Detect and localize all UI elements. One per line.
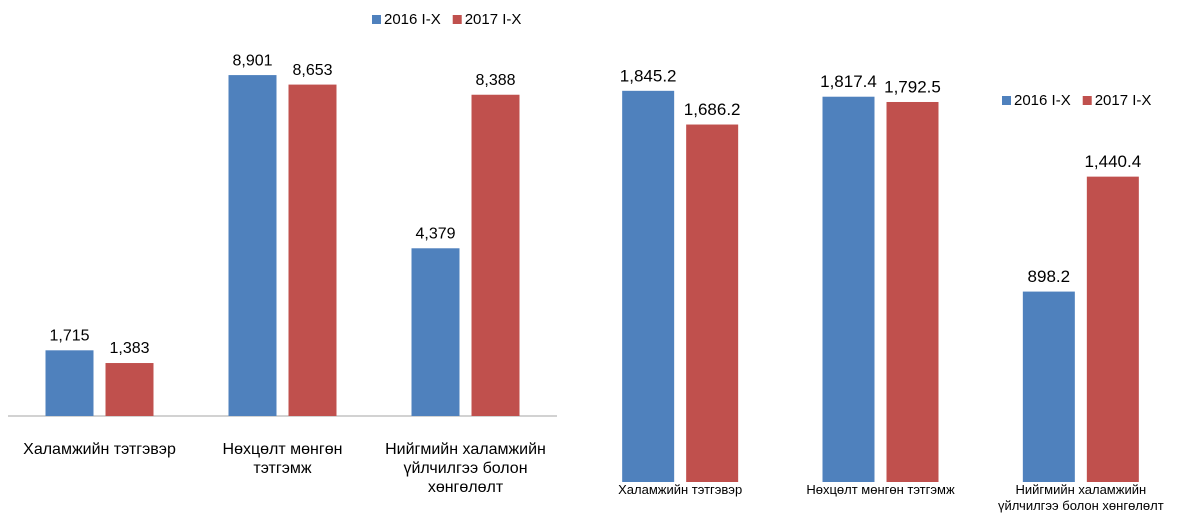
bar xyxy=(45,350,94,416)
value-label: 1,715 xyxy=(49,328,89,345)
bar xyxy=(105,363,154,416)
bar xyxy=(1086,176,1139,482)
x-tick-label: Нийгмийн халамжийн үйлчилгээ болон хөнгө… xyxy=(385,441,546,497)
x-tick-label: Нөхцөлт мөнгөн тэтгэмж xyxy=(222,441,343,478)
bar xyxy=(471,94,520,417)
x-tick-label: Халамжийн тэтгэвэр xyxy=(23,441,176,458)
value-label: 4,379 xyxy=(415,226,455,243)
value-label: 1,792.5 xyxy=(884,77,941,96)
bar xyxy=(622,90,675,482)
value-label: 1,383 xyxy=(109,340,149,357)
value-label: 1,440.4 xyxy=(1084,152,1141,171)
x-tick-label: Нийгмийн халамжийн үйлчилгээ болон хөнгө… xyxy=(997,482,1164,513)
legend-label: 2016 I-X xyxy=(1014,92,1071,109)
legend-label: 2016 I-X xyxy=(384,11,441,28)
legend-swatch xyxy=(1002,96,1011,105)
value-label: 8,901 xyxy=(232,52,272,69)
bar xyxy=(411,248,460,416)
value-label: 8,388 xyxy=(475,72,515,89)
value-label: 1,845.2 xyxy=(620,66,677,85)
legend-label: 2017 I-X xyxy=(1095,92,1152,109)
x-tick-label: Халамжийн тэтгэвэр xyxy=(618,482,743,497)
bar xyxy=(288,84,337,417)
legend-swatch xyxy=(372,15,381,24)
value-label: 1,817.4 xyxy=(820,72,877,91)
value-label: 898.2 xyxy=(1028,267,1071,286)
bar xyxy=(822,96,875,483)
bar xyxy=(686,124,739,482)
legend-swatch xyxy=(1082,96,1092,105)
x-tick-label: Нөхцөлт мөнгөн тэтгэмж xyxy=(806,482,955,497)
value-label: 8,653 xyxy=(292,62,332,79)
bar xyxy=(886,101,939,483)
legend-label: 2017 I-X xyxy=(465,11,522,28)
bar xyxy=(228,75,277,416)
bar xyxy=(1022,291,1075,482)
value-label: 1,686.2 xyxy=(684,100,741,119)
legend-swatch xyxy=(452,15,462,24)
